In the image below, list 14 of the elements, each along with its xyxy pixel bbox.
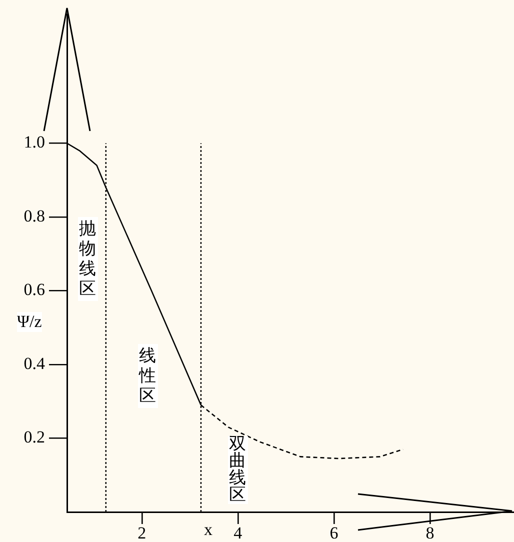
x-tick-label: 2 [138, 524, 146, 542]
annotation: 线性区 [138, 344, 158, 408]
x-tick-label: 8 [426, 524, 434, 542]
x-tick-label: 6 [330, 524, 338, 542]
y-tick-label: 1.0 [24, 132, 45, 152]
y-tick-label: 0.2 [24, 428, 45, 447]
annotation: 抛物线区 [78, 217, 98, 301]
x-tick-label: 4 [234, 524, 243, 542]
y-tick-label: 0.6 [24, 280, 45, 300]
x-axis-title: x [204, 520, 212, 540]
y-tick-label: 0.4 [24, 354, 46, 373]
annotation: 双曲线区 [228, 434, 248, 505]
y-axis-title: Ψ/z [17, 312, 42, 332]
y-tick-label: 0.8 [24, 206, 45, 226]
